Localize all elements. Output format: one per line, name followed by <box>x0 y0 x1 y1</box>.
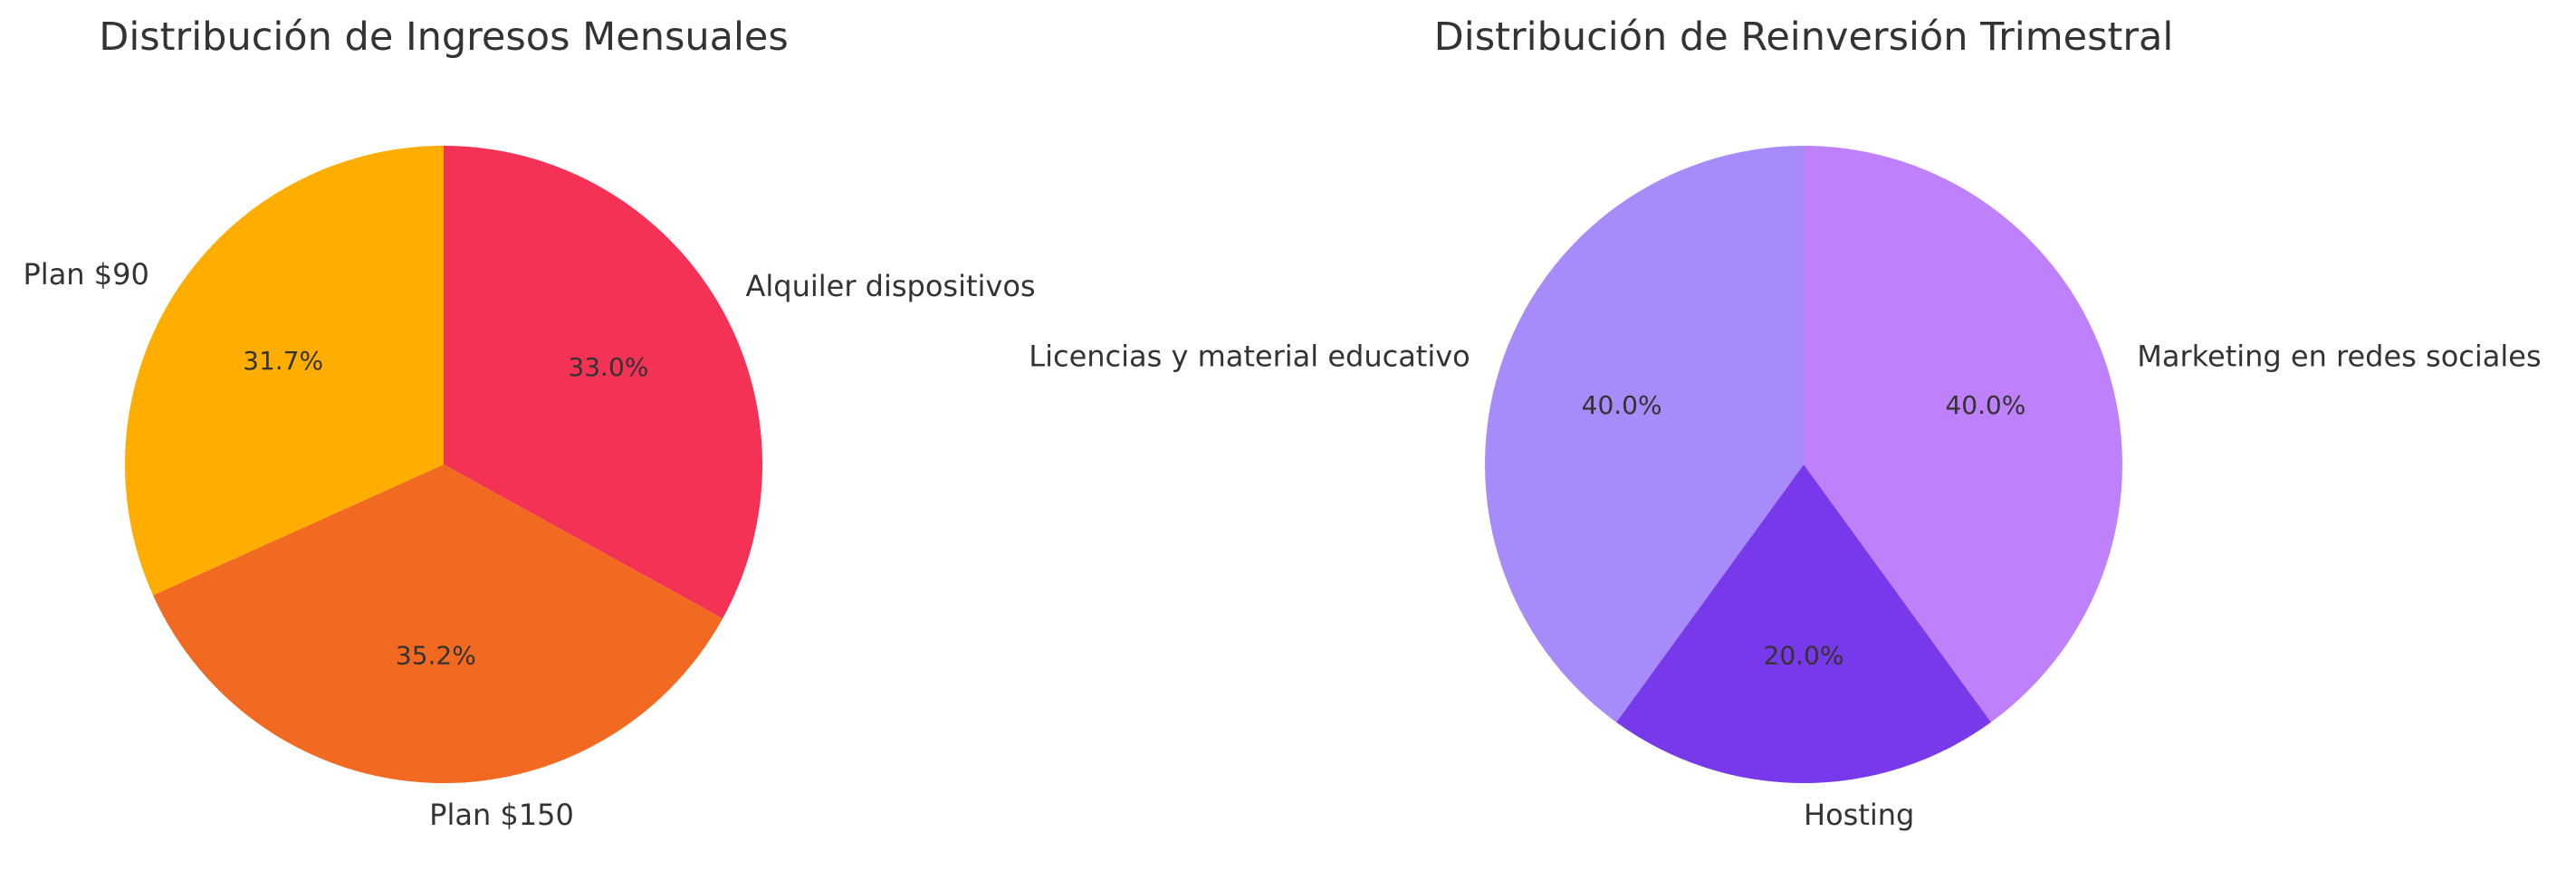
chart-title: Distribución de Ingresos Mensuales <box>99 14 789 60</box>
pie-slice-licencias-y-material-educativo <box>1485 146 1804 722</box>
slice-percent-label: 40.0% <box>1945 390 2025 420</box>
slice-percent-label: 40.0% <box>1582 390 1662 420</box>
slice-percent-label: 31.7% <box>243 346 323 376</box>
pie-slice-plan-150 <box>153 464 723 784</box>
pie-slice-plan-90 <box>124 146 444 596</box>
reinvestment-pie-chart: Distribución de Reinversión Trimestral 4… <box>1029 14 2541 832</box>
pie-slice-alquiler-dispositivos <box>444 146 762 619</box>
pie-slice-hosting <box>1616 464 1991 784</box>
chart-title: Distribución de Reinversión Trimestral <box>1434 14 2174 60</box>
slice-category-label: Licencias y material educativo <box>1029 339 1470 373</box>
income-pie-chart: Distribución de Ingresos Mensuales 33.0%… <box>24 14 1036 832</box>
slice-percent-label: 20.0% <box>1764 641 1844 671</box>
slice-category-label: Alquiler dispositivos <box>745 269 1035 303</box>
slice-category-label: Plan $90 <box>24 257 149 292</box>
slice-percent-label: 35.2% <box>396 641 476 671</box>
slice-percent-label: 33.0% <box>568 352 648 382</box>
slice-category-label: Hosting <box>1804 798 1914 832</box>
pie-slice-marketing-en-redes-sociales <box>1804 146 2122 722</box>
slice-category-label: Marketing en redes sociales <box>2137 339 2541 373</box>
slice-category-label: Plan $150 <box>429 798 574 832</box>
